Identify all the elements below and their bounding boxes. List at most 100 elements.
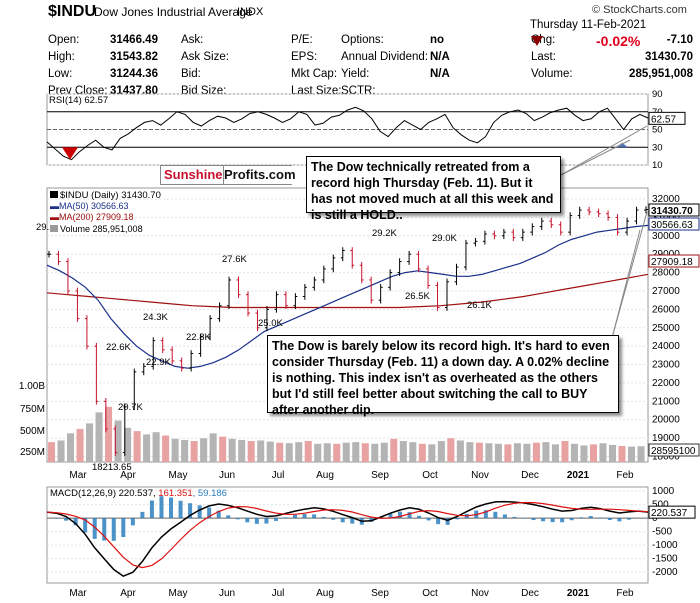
sunshine-profits-logo: Sunshine Profits.com — [160, 165, 296, 185]
price-tick: 20000 — [652, 415, 680, 426]
macd-histogram — [235, 518, 240, 520]
price-point-label: 29.2K — [372, 228, 397, 239]
price-point-label: 29. — [36, 222, 49, 233]
volume-bar — [257, 440, 265, 462]
x-label-macd: Aug — [316, 588, 334, 599]
rsi-tick: 90 — [652, 89, 663, 100]
rsi-line — [46, 106, 649, 161]
macd-histogram — [312, 514, 317, 519]
volume-bar — [361, 443, 369, 462]
price-tick: 26000 — [652, 304, 680, 315]
volume-bar — [390, 438, 398, 462]
quote-label: Low: — [48, 68, 73, 80]
macd-histogram — [483, 510, 488, 519]
ma50-legend: ▬MA(50) 30566.63 — [50, 201, 129, 211]
price-point-label: 20.7K — [118, 402, 143, 413]
right-label-box — [648, 203, 700, 217]
macd-histogram — [455, 518, 460, 520]
macd-histogram — [502, 514, 507, 519]
quote-value: 31430.70 — [645, 51, 693, 63]
macd-tick: 500 — [652, 500, 669, 511]
volume-bar — [285, 443, 293, 462]
rsi-tick: 10 — [652, 160, 663, 171]
macd-histogram — [579, 517, 584, 519]
macd-histogram — [607, 518, 612, 520]
quote-label: Volume: — [531, 68, 573, 80]
volume-bar — [323, 443, 331, 462]
macd-histogram — [83, 518, 88, 533]
price-tick: 30000 — [652, 231, 680, 242]
volume-bar — [466, 442, 474, 462]
macd-histogram — [73, 518, 78, 526]
macd-last-box — [648, 505, 696, 519]
macd-histogram — [369, 518, 374, 522]
macd-histogram — [197, 505, 202, 519]
volume-bar — [171, 438, 179, 462]
macd-histogram — [140, 511, 145, 519]
x-label-macd: Jun — [219, 588, 235, 599]
macd-histogram — [245, 518, 250, 523]
logo-part2: Profits.com — [223, 166, 296, 184]
x-label-macd: Jul — [272, 588, 285, 599]
macd-histogram — [445, 518, 450, 525]
exchange-label: INDX — [237, 6, 264, 18]
quote-label: Last: — [531, 51, 556, 63]
price-tick: 23000 — [652, 360, 680, 371]
volume-bar — [238, 439, 246, 462]
volume-bar — [124, 427, 132, 462]
volume-bar — [494, 443, 502, 462]
volume-bar — [314, 443, 322, 462]
macd-histogram — [283, 517, 288, 519]
x-label-macd: 2021 — [567, 588, 590, 599]
rsi-tick: 50 — [652, 125, 663, 136]
annotation-top-arrow — [560, 125, 648, 176]
volume-bar — [485, 443, 493, 462]
volume-bar — [561, 441, 569, 462]
price-point-label: 25.0K — [258, 318, 283, 329]
volume-bar — [475, 442, 483, 462]
price-tick: 32000 — [652, 194, 680, 205]
price-tick: 18000 — [652, 451, 680, 462]
volume-bar — [342, 442, 350, 462]
x-label-macd: Nov — [471, 588, 489, 599]
macd-histogram — [149, 500, 154, 519]
macd-tick: -500 — [652, 527, 672, 538]
macd-histogram — [417, 515, 422, 519]
right-label: 28595100 — [651, 446, 696, 457]
macd-histogram — [550, 518, 555, 523]
price-tick: 25000 — [652, 323, 680, 334]
logo-part1: Sunshine — [164, 167, 223, 182]
macd-histogram — [188, 503, 193, 519]
volume-bar — [304, 441, 312, 462]
volume-bar — [57, 440, 65, 462]
volume-tick: 750M — [20, 404, 45, 415]
price-tick: 19000 — [652, 433, 680, 444]
macd-histogram — [340, 518, 345, 523]
macd-histogram — [273, 518, 278, 521]
volume-bar — [333, 443, 341, 462]
volume-bar — [428, 444, 436, 462]
volume-bar — [266, 441, 274, 462]
price-tick: 27000 — [652, 286, 680, 297]
volume-bar — [133, 431, 141, 462]
volume-bar — [143, 434, 151, 462]
macd-histogram — [493, 511, 498, 519]
x-label-price: Aug — [316, 470, 334, 481]
price-tick: 21000 — [652, 396, 680, 407]
volume-bar — [513, 443, 521, 462]
macd-histogram — [541, 518, 546, 522]
macd-histogram — [569, 518, 574, 521]
rsi-fill — [616, 142, 628, 148]
volume-bar — [532, 442, 540, 462]
macd-panel — [46, 486, 649, 584]
x-label-macd: Apr — [120, 588, 136, 599]
x-label-price: Sep — [371, 470, 389, 481]
volume-bar — [95, 412, 103, 462]
rsi-last-box — [648, 111, 686, 125]
macd-tick: -1000 — [652, 540, 678, 551]
volume-bar — [523, 443, 531, 462]
x-label-macd: Sep — [371, 588, 389, 599]
volume-bar — [114, 420, 122, 462]
right-label-box — [648, 254, 700, 268]
price-tick: 22000 — [652, 378, 680, 389]
